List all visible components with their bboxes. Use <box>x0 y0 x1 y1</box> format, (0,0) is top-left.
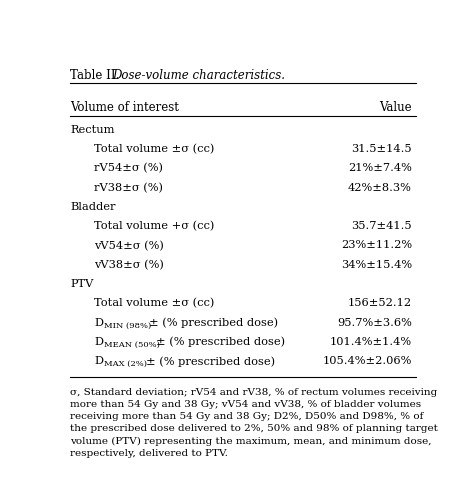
Text: vV38±σ (%): vV38±σ (%) <box>94 260 164 270</box>
Text: 101.4%±1.4%: 101.4%±1.4% <box>330 337 412 347</box>
Text: 156±52.12: 156±52.12 <box>348 298 412 308</box>
Text: 42%±8.3%: 42%±8.3% <box>348 183 412 192</box>
Text: 34%±15.4%: 34%±15.4% <box>341 260 412 270</box>
Text: 105.4%±2.06%: 105.4%±2.06% <box>322 356 412 366</box>
Text: MEAN (50%): MEAN (50%) <box>104 341 160 348</box>
Text: rV38±σ (%): rV38±σ (%) <box>94 183 163 193</box>
Text: Dose-volume characteristics.: Dose-volume characteristics. <box>112 69 285 82</box>
Text: σ, Standard deviation; rV54 and rV38, % of rectum volumes receiving
more than 54: σ, Standard deviation; rV54 and rV38, % … <box>70 388 438 458</box>
Text: ± (% prescribed dose): ± (% prescribed dose) <box>156 337 285 348</box>
Text: D: D <box>94 318 103 328</box>
Text: 31.5±14.5: 31.5±14.5 <box>351 144 412 154</box>
Text: D: D <box>94 356 103 366</box>
Text: Total volume +σ (cc): Total volume +σ (cc) <box>94 221 215 231</box>
Text: vV54±σ (%): vV54±σ (%) <box>94 241 164 251</box>
Text: Volume of interest: Volume of interest <box>70 101 179 114</box>
Text: Bladder: Bladder <box>70 202 116 212</box>
Text: D: D <box>94 337 103 347</box>
Text: Rectum: Rectum <box>70 125 115 134</box>
Text: Table II.: Table II. <box>70 69 123 82</box>
Text: ± (% prescribed dose): ± (% prescribed dose) <box>146 356 275 367</box>
Text: 35.7±41.5: 35.7±41.5 <box>351 221 412 231</box>
Text: rV54±σ (%): rV54±σ (%) <box>94 163 163 174</box>
Text: ± (% prescribed dose): ± (% prescribed dose) <box>148 318 278 328</box>
Text: MIN (98%): MIN (98%) <box>104 321 151 329</box>
Text: 23%±11.2%: 23%±11.2% <box>341 241 412 251</box>
Text: Total volume ±σ (cc): Total volume ±σ (cc) <box>94 298 215 308</box>
Text: Value: Value <box>379 101 412 114</box>
Text: 95.7%±3.6%: 95.7%±3.6% <box>337 318 412 328</box>
Text: MAX (2%): MAX (2%) <box>104 360 147 368</box>
Text: Total volume ±σ (cc): Total volume ±σ (cc) <box>94 144 215 154</box>
Text: 21%±7.4%: 21%±7.4% <box>348 163 412 173</box>
Text: PTV: PTV <box>70 279 94 289</box>
